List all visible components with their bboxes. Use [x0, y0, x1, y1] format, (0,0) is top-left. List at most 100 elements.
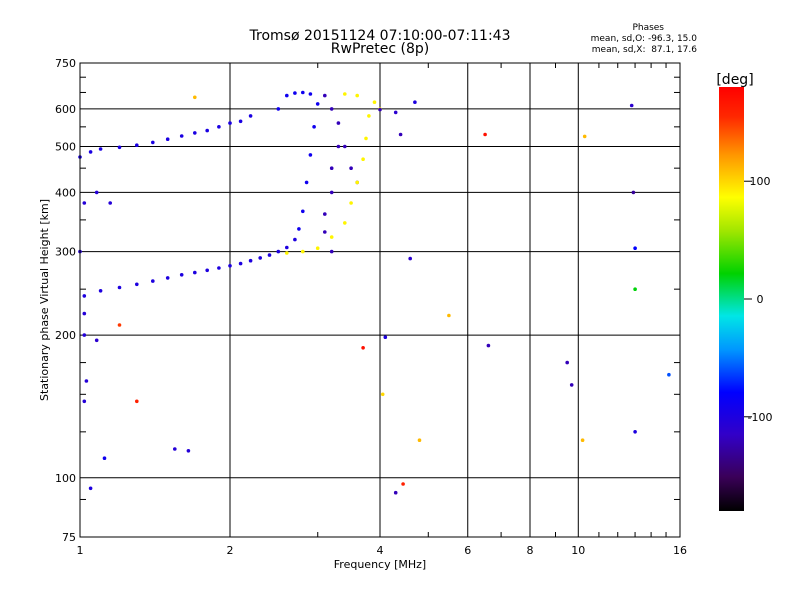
- data-point: [378, 107, 382, 112]
- data-point: [580, 438, 585, 443]
- y-tick-labels: 75 100 200 300 400 500 600 750: [55, 57, 76, 544]
- data-point: [301, 90, 305, 95]
- data-point: [217, 125, 221, 129]
- data-point: [88, 486, 93, 491]
- data-point: [565, 360, 569, 365]
- data-points: [78, 90, 671, 495]
- data-point: [633, 246, 637, 250]
- data-point: [165, 137, 170, 141]
- data-point: [151, 279, 155, 283]
- data-point: [238, 119, 243, 124]
- data-point: [361, 157, 365, 161]
- x-tick-labels: 1 2 4 6 8 10 16: [77, 544, 688, 557]
- data-point: [447, 313, 451, 318]
- data-point: [193, 95, 197, 100]
- y-tick-label: 100: [55, 472, 76, 485]
- data-point: [205, 268, 209, 273]
- data-point: [285, 251, 289, 255]
- data-point: [117, 285, 122, 290]
- data-point: [667, 372, 671, 377]
- data-point: [372, 100, 377, 104]
- data-point: [186, 449, 191, 453]
- data-point: [329, 166, 334, 170]
- x-tick-label: 2: [227, 544, 234, 557]
- data-point: [349, 166, 353, 170]
- data-point: [486, 343, 491, 348]
- data-point: [329, 107, 334, 111]
- colorbar: [719, 87, 744, 511]
- data-point: [217, 266, 221, 270]
- x-tick-label: 4: [377, 544, 384, 557]
- stats-x-mode: mean, sd,X: 87.1, 17.6: [592, 45, 698, 55]
- data-point: [304, 180, 309, 185]
- data-point: [82, 294, 87, 298]
- data-point: [117, 323, 122, 327]
- data-point: [94, 190, 99, 195]
- data-point: [343, 92, 347, 96]
- data-point: [383, 335, 388, 340]
- data-point: [88, 150, 93, 154]
- data-point: [82, 333, 87, 337]
- data-point: [393, 490, 398, 495]
- x-tick-label: 1: [77, 544, 84, 557]
- colorbar-label: [deg]: [716, 72, 753, 88]
- axis-ticks: [80, 63, 680, 537]
- y-tick-label: 400: [55, 186, 76, 199]
- data-point: [364, 136, 368, 141]
- data-point: [315, 102, 320, 106]
- data-point: [336, 121, 341, 125]
- data-point: [393, 110, 398, 115]
- y-tick-label: 200: [55, 329, 76, 342]
- data-point: [228, 121, 232, 125]
- data-point: [193, 270, 197, 275]
- data-point: [228, 264, 232, 268]
- grid-lines: [80, 63, 680, 537]
- chart-subtitle: RwPretec (8p): [331, 41, 429, 57]
- y-tick-label: 600: [55, 103, 76, 116]
- x-tick-label: 10: [571, 544, 585, 557]
- data-point: [179, 134, 184, 138]
- data-point: [343, 221, 347, 225]
- data-point: [323, 93, 327, 98]
- data-point: [82, 201, 87, 205]
- y-tick-label: 500: [55, 140, 76, 153]
- data-point: [117, 145, 122, 150]
- data-point: [629, 103, 634, 108]
- data-point: [193, 131, 197, 135]
- stats-o-mode: mean, sd,O: -96.3, 15.0: [591, 34, 698, 44]
- y-axis-label: Stationary phase Virtual Height [km]: [38, 199, 51, 401]
- x-tick-label: 8: [527, 544, 534, 557]
- data-point: [336, 144, 341, 149]
- data-point: [408, 256, 413, 261]
- data-point: [165, 276, 170, 280]
- data-point: [276, 107, 281, 111]
- data-point: [285, 245, 289, 250]
- data-point: [312, 125, 316, 129]
- colorbar-ticks: -100 0 100: [744, 175, 772, 424]
- data-point: [82, 311, 87, 316]
- data-point: [380, 392, 385, 397]
- x-tick-label: 6: [464, 544, 471, 557]
- data-point: [276, 249, 281, 254]
- data-point: [315, 246, 320, 250]
- data-point: [401, 482, 405, 486]
- data-point: [367, 114, 371, 118]
- data-point: [308, 153, 313, 157]
- data-point: [94, 338, 99, 343]
- data-point: [205, 128, 209, 133]
- data-point: [98, 289, 103, 293]
- data-point: [135, 143, 139, 147]
- data-point: [308, 92, 313, 96]
- data-point: [173, 447, 177, 451]
- colorbar-tick-label: 0: [757, 293, 764, 306]
- stats-heading: Phases: [632, 23, 664, 33]
- data-point: [297, 227, 301, 231]
- chart-title: Tromsø 20151124 07:10:00-07:11:43: [249, 28, 511, 44]
- colorbar-tick-label: -100: [748, 411, 773, 424]
- y-tick-label: 75: [62, 531, 76, 544]
- data-point: [323, 230, 327, 234]
- plot-frame: [79, 62, 681, 538]
- data-point: [248, 258, 253, 263]
- data-point: [301, 209, 305, 214]
